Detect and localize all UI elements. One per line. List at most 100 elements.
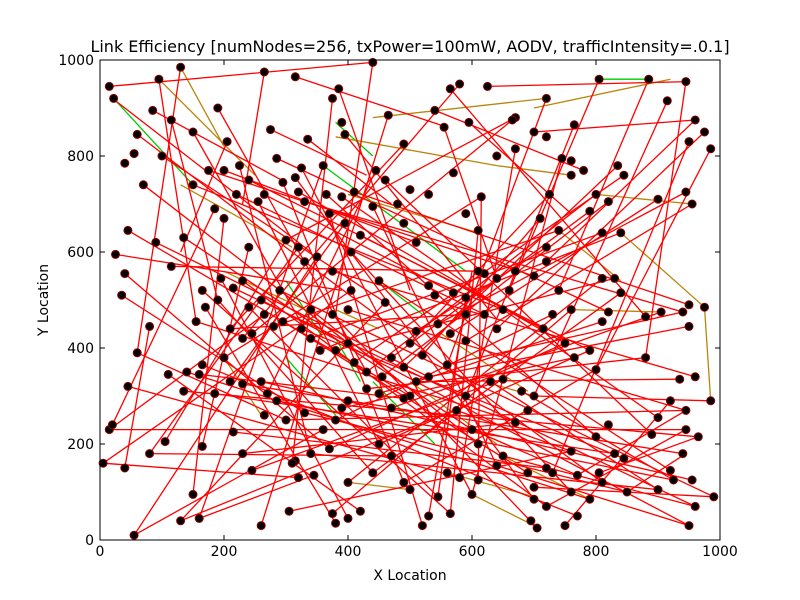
- link-line: [285, 357, 337, 416]
- link-line: [171, 265, 479, 272]
- node-point: [669, 475, 678, 485]
- node-point: [479, 309, 489, 319]
- node-point: [641, 353, 651, 363]
- node-point: [709, 492, 719, 502]
- link-line: [192, 218, 225, 495]
- node-point: [216, 273, 226, 283]
- node-point: [591, 432, 601, 442]
- node-point: [148, 105, 158, 115]
- node-point: [483, 81, 492, 91]
- node-point: [548, 468, 558, 478]
- link-line: [465, 203, 693, 342]
- link-line: [242, 83, 461, 339]
- node-point: [318, 161, 328, 171]
- node-point: [678, 449, 688, 459]
- link-line: [204, 306, 337, 524]
- node-point: [312, 252, 322, 262]
- node-point: [399, 139, 409, 149]
- node-point: [597, 273, 607, 283]
- node-point: [603, 197, 613, 207]
- x-tick-label: 600: [459, 544, 486, 560]
- node-point: [541, 132, 551, 142]
- node-point: [430, 105, 440, 115]
- y-tick-label: 600: [67, 245, 94, 261]
- link-line: [335, 309, 380, 330]
- node-point: [244, 242, 254, 252]
- node-point: [473, 439, 483, 449]
- node-point: [467, 489, 477, 499]
- node-point: [529, 494, 539, 504]
- node-point: [225, 377, 235, 387]
- node-point: [523, 468, 533, 478]
- node-point: [461, 309, 471, 319]
- node-point: [306, 333, 316, 343]
- node-point: [585, 206, 595, 216]
- node-point: [461, 209, 471, 219]
- node-point: [331, 518, 341, 528]
- node-point: [247, 329, 257, 339]
- link-line: [307, 138, 392, 205]
- node-point: [219, 213, 229, 223]
- link-line: [564, 400, 671, 527]
- node-point: [653, 194, 663, 204]
- node-point: [293, 242, 303, 252]
- link-line: [421, 217, 541, 356]
- node-point: [253, 197, 263, 207]
- link-line: [266, 170, 377, 394]
- node-point: [498, 374, 508, 384]
- link-line: [109, 61, 373, 88]
- node-point: [197, 360, 207, 370]
- node-point: [529, 482, 539, 492]
- link-line: [273, 229, 560, 328]
- node-point: [510, 266, 520, 276]
- link-line: [208, 169, 535, 277]
- node-point: [331, 345, 341, 355]
- node-point: [259, 309, 269, 319]
- node-point: [132, 348, 142, 358]
- link-line: [347, 481, 411, 491]
- link-line: [626, 453, 687, 493]
- link-line: [598, 436, 699, 474]
- node-point: [566, 170, 576, 180]
- node-point: [492, 151, 502, 161]
- node-point: [569, 353, 579, 363]
- node-point: [259, 410, 269, 420]
- node-point: [238, 449, 248, 459]
- node-point: [653, 413, 663, 423]
- node-point: [492, 324, 502, 334]
- node-point: [204, 165, 213, 175]
- node-point: [411, 326, 421, 336]
- link-line: [127, 229, 411, 397]
- node-point: [690, 115, 700, 125]
- node-point: [687, 475, 697, 485]
- link-line: [248, 306, 439, 498]
- node-point: [219, 353, 229, 363]
- node-point: [585, 345, 595, 355]
- node-point: [492, 273, 502, 283]
- nodes-layer: [98, 57, 719, 540]
- link-line: [149, 452, 395, 457]
- link-line: [366, 193, 597, 373]
- node-point: [235, 161, 244, 171]
- node-point: [591, 365, 601, 375]
- link-line: [260, 299, 690, 527]
- node-point: [473, 225, 483, 235]
- node-point: [473, 266, 483, 276]
- node-point: [526, 516, 536, 526]
- node-point: [123, 381, 133, 391]
- node-point: [300, 257, 310, 267]
- link-line: [329, 342, 566, 450]
- node-point: [541, 93, 551, 103]
- node-point: [572, 470, 582, 480]
- node-point: [411, 377, 421, 387]
- node-point: [281, 235, 291, 245]
- node-point: [129, 149, 139, 159]
- link-line: [381, 201, 609, 378]
- link-line: [198, 474, 315, 520]
- node-point: [297, 163, 306, 173]
- node-point: [383, 110, 393, 120]
- node-point: [328, 93, 337, 103]
- node-point: [117, 290, 127, 300]
- link-line: [113, 97, 194, 186]
- link-line: [372, 292, 622, 474]
